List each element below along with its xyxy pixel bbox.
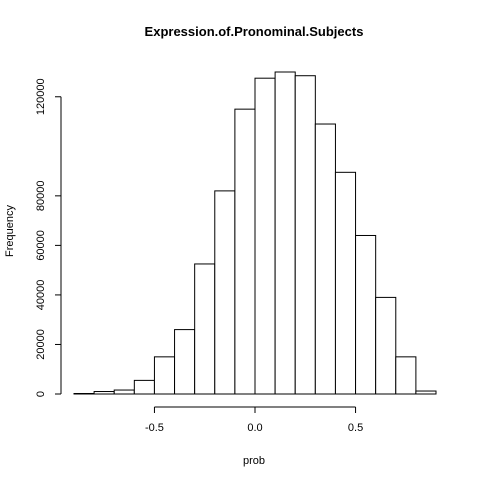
histogram-bar-17	[395, 356, 417, 395]
y-tick-label: 40000	[35, 280, 47, 311]
histogram-bar-8	[214, 190, 236, 395]
histogram-bar-5	[153, 356, 176, 395]
y-tick-label: 0	[35, 391, 47, 397]
x-axis-label: prob	[243, 455, 265, 467]
histogram-bar-10	[254, 77, 276, 395]
histogram-bars	[73, 71, 437, 395]
histogram-bar-11	[274, 71, 296, 395]
histogram-bar-9	[234, 108, 256, 395]
y-tick-label: 60000	[35, 230, 47, 261]
x-tick-label: 0.5	[348, 422, 363, 434]
histogram-bar-3	[113, 389, 135, 395]
histogram-bar-4	[133, 379, 155, 395]
y-tick-label: 20000	[35, 329, 47, 360]
x-tick-label: 0.0	[247, 422, 262, 434]
histogram-bar-12	[294, 75, 316, 395]
histogram-bar-13	[314, 123, 336, 395]
histogram-bar-1	[73, 393, 95, 395]
y-tick-label: 80000	[35, 181, 47, 212]
histogram-bar-16	[375, 296, 397, 395]
chart-title: Expression.of.Pronominal.Subjects	[145, 24, 364, 39]
histogram-bar-14	[334, 171, 357, 395]
histogram-bar-6	[174, 329, 196, 395]
histogram-bar-15	[355, 234, 377, 395]
histogram-bar-2	[93, 391, 115, 395]
histogram-bar-18	[415, 390, 437, 395]
x-tick-label: -0.5	[145, 422, 164, 434]
y-axis-label: Frequency	[4, 205, 16, 257]
y-axis: 0 20000 40000 60000 80000 120000	[35, 78, 62, 397]
histogram-bar-7	[194, 263, 216, 395]
x-axis: -0.5 0.0 0.5	[145, 406, 363, 434]
y-tick-label: 120000	[35, 78, 47, 115]
